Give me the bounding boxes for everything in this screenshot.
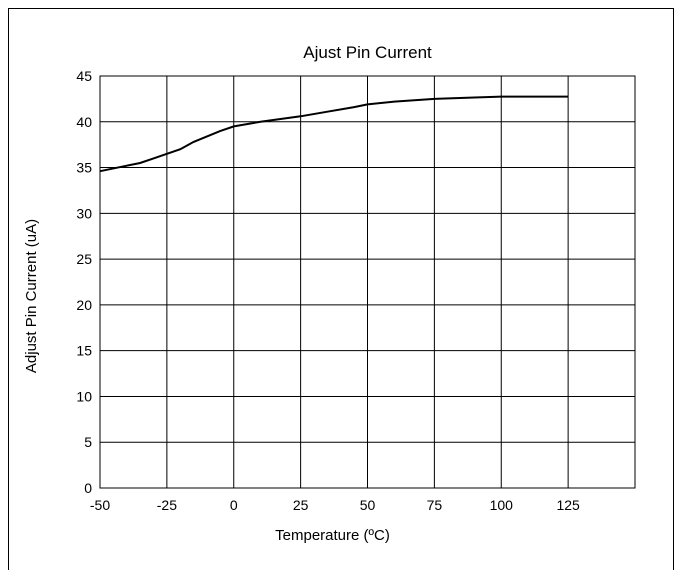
- x-tick-label: -50: [90, 497, 110, 513]
- x-tick-label: 0: [230, 497, 238, 513]
- y-tick-label: 30: [76, 205, 92, 221]
- y-tick-label: 35: [76, 160, 92, 176]
- chart-title: Ajust Pin Current: [303, 43, 432, 62]
- x-tick-label: 25: [293, 497, 309, 513]
- y-tick-label: 15: [76, 343, 92, 359]
- x-tick-labels: -50 -25 0 25 50 75 100 125: [90, 497, 580, 513]
- y-tick-label: 25: [76, 251, 92, 267]
- y-tick-label: 45: [76, 68, 92, 84]
- x-axis-label: Temperature (ºC): [275, 527, 390, 544]
- y-tick-labels: 0 5 10 15 20 25 30 35 40 45: [76, 68, 92, 496]
- x-tick-label: 50: [360, 497, 376, 513]
- grid-lines: [99, 75, 636, 489]
- series-line-adjust-pin-current: [99, 95, 569, 173]
- y-tick-label: 20: [76, 297, 92, 313]
- y-tick-label: 0: [84, 480, 92, 496]
- chart-frame: [8, 8, 674, 570]
- y-axis-label: Adjust Pin Current (uA): [23, 219, 40, 373]
- y-tick-label: 40: [76, 114, 92, 130]
- x-tick-label: 75: [427, 497, 443, 513]
- x-tick-label: 100: [490, 497, 514, 513]
- x-tick-label: 125: [556, 497, 580, 513]
- x-tick-label: -25: [157, 497, 177, 513]
- y-tick-label: 10: [76, 388, 92, 404]
- y-tick-label: 5: [84, 434, 92, 450]
